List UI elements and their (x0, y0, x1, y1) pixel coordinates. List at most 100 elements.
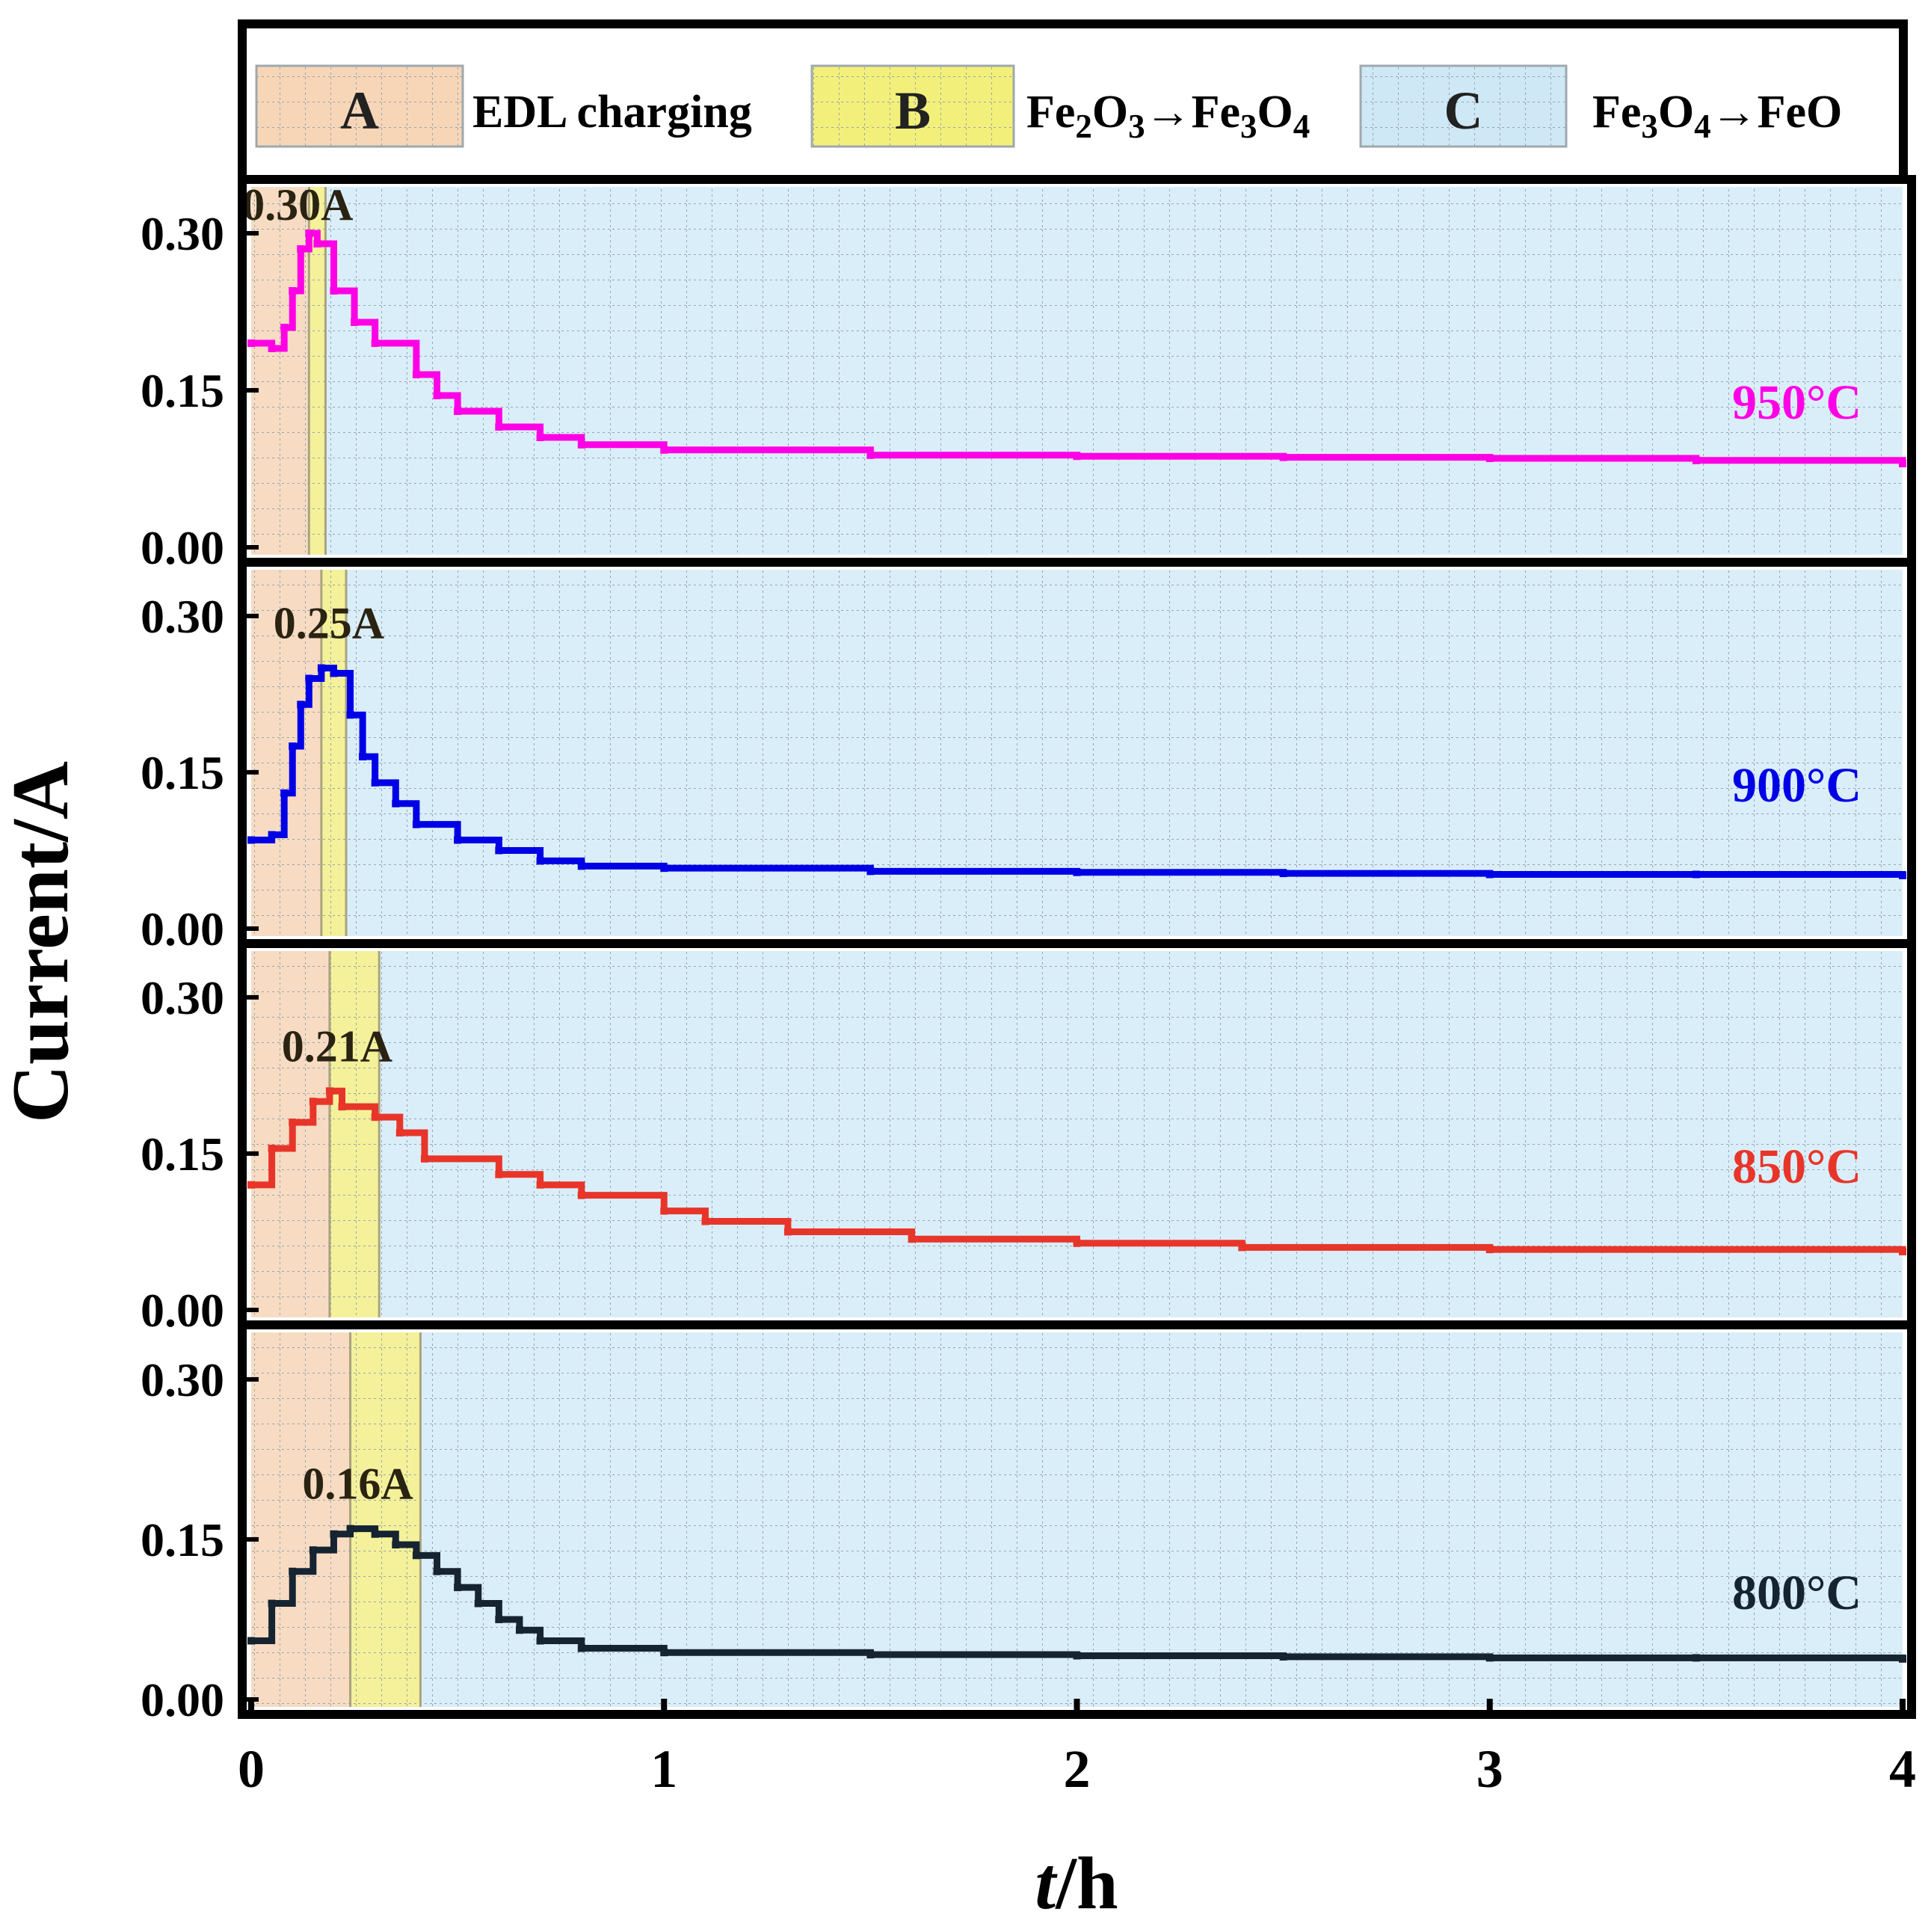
data-point (1692, 870, 1700, 879)
panel-grid (251, 187, 1903, 555)
data-point (866, 1651, 875, 1659)
legend-key-a: A (340, 81, 379, 141)
legend-swatch-grid (256, 66, 463, 147)
data-point (433, 1567, 441, 1575)
data-point (297, 245, 305, 253)
data-point (577, 1644, 585, 1652)
data-point (454, 1584, 462, 1592)
legend-label-b: Fe2O3→Fe3O4 (1026, 87, 1310, 145)
y-tick-label: 0.00 (141, 521, 224, 574)
y-tick-label: 0.30 (141, 971, 224, 1024)
panel-grid (251, 1332, 1903, 1707)
data-point (1279, 870, 1287, 878)
data-point (247, 339, 255, 347)
data-point (866, 451, 875, 459)
axes: 0 1 2 3 4 t/h Current/A (0, 761, 1916, 1925)
data-point (1899, 1247, 1906, 1255)
data-point (412, 1551, 420, 1560)
data-point (309, 1546, 317, 1554)
data-point (371, 1530, 379, 1538)
data-point (536, 857, 544, 865)
data-point (289, 742, 297, 751)
data-point (1073, 1239, 1081, 1247)
data-point (351, 319, 359, 326)
legend: A EDL charging B Fe2O3→Fe3O4 C Fe3O4→FeO (238, 19, 1908, 184)
data-point (395, 1129, 404, 1137)
data-point (330, 287, 338, 295)
data-point (309, 1098, 317, 1106)
data-point (289, 1119, 297, 1127)
legend-swatch-grid (1361, 66, 1566, 147)
data-point (317, 664, 325, 672)
data-point (297, 701, 305, 709)
data-point (783, 1228, 792, 1236)
data-point (325, 1087, 333, 1095)
data-point (536, 434, 544, 441)
data-point (392, 1541, 400, 1549)
data-point (1485, 1246, 1494, 1254)
panel-950c: 0.30A 950°C 0.00 0.15 0.30 (141, 175, 1916, 574)
data-point (305, 230, 313, 237)
y-tick-label: 0.15 (141, 364, 224, 417)
data-point (1073, 452, 1081, 461)
legend-box (238, 19, 1908, 184)
data-point (247, 1181, 255, 1189)
x-axis-label: t/h (1035, 1842, 1118, 1925)
data-point (1073, 868, 1081, 876)
legend-key-b: B (895, 81, 931, 141)
data-point (660, 1207, 668, 1215)
data-point (330, 669, 338, 677)
y-tick-label: 0.30 (141, 1353, 224, 1406)
data-point (1073, 1652, 1081, 1660)
data-point (1899, 871, 1906, 879)
legend-label-a: EDL charging (472, 87, 752, 138)
data-point (1485, 870, 1494, 879)
y-tick-label: 0.15 (141, 1127, 224, 1181)
x-tick-label: 2 (1064, 1739, 1091, 1799)
data-point (371, 778, 379, 787)
plot-panels: 0.30A 950°C 0.00 0.15 0.30 0.25A 900°C 0.00 0.15… (141, 175, 1916, 1726)
data-point (280, 324, 289, 331)
data-point (495, 423, 503, 431)
data-point (577, 862, 585, 870)
data-point (305, 674, 313, 683)
x-tick-label: 0 (238, 1739, 265, 1799)
data-point (433, 392, 441, 399)
y-tick-label: 0.00 (141, 1673, 224, 1726)
data-point (701, 1217, 709, 1225)
panel-grid (251, 570, 1903, 936)
data-point (1692, 456, 1700, 464)
data-point (330, 1530, 338, 1538)
data-point (908, 1235, 916, 1243)
temperature-label: 850°C (1732, 1139, 1861, 1194)
legend-item-c: C Fe3O4→FeO (1359, 64, 1842, 148)
peak-label: 0.16A (302, 1459, 413, 1509)
data-point (1899, 460, 1906, 467)
y-tick-label: 0.00 (141, 902, 224, 956)
data-point (454, 836, 462, 844)
legend-key-c: C (1444, 81, 1483, 141)
data-point (268, 345, 276, 352)
data-point (577, 440, 585, 449)
y-tick-label: 0.15 (141, 1513, 224, 1566)
data-point (1279, 453, 1287, 461)
data-point (1279, 1652, 1287, 1661)
peak-label: 0.21A (282, 1021, 392, 1071)
y-tick-label: 0.30 (141, 590, 224, 643)
data-point (660, 1649, 668, 1657)
panel-800c: 0.16A 800°C 0.00 0.15 0.30 (141, 1320, 1916, 1726)
data-point (412, 820, 420, 828)
data-point (280, 789, 289, 797)
data-point (346, 1525, 354, 1533)
data-point (495, 846, 503, 855)
x-tick-label: 1 (650, 1739, 677, 1799)
data-point (536, 1181, 544, 1189)
legend-label-c: Fe3O4→FeO (1592, 87, 1842, 145)
y-tick-label: 0.00 (141, 1284, 224, 1337)
data-point (420, 1154, 428, 1163)
data-point (515, 1626, 523, 1634)
data-point (660, 446, 668, 454)
panel-850c: 0.21A 850°C 0.00 0.15 0.30 (141, 939, 1916, 1337)
peak-label: 0.25A (274, 599, 384, 648)
